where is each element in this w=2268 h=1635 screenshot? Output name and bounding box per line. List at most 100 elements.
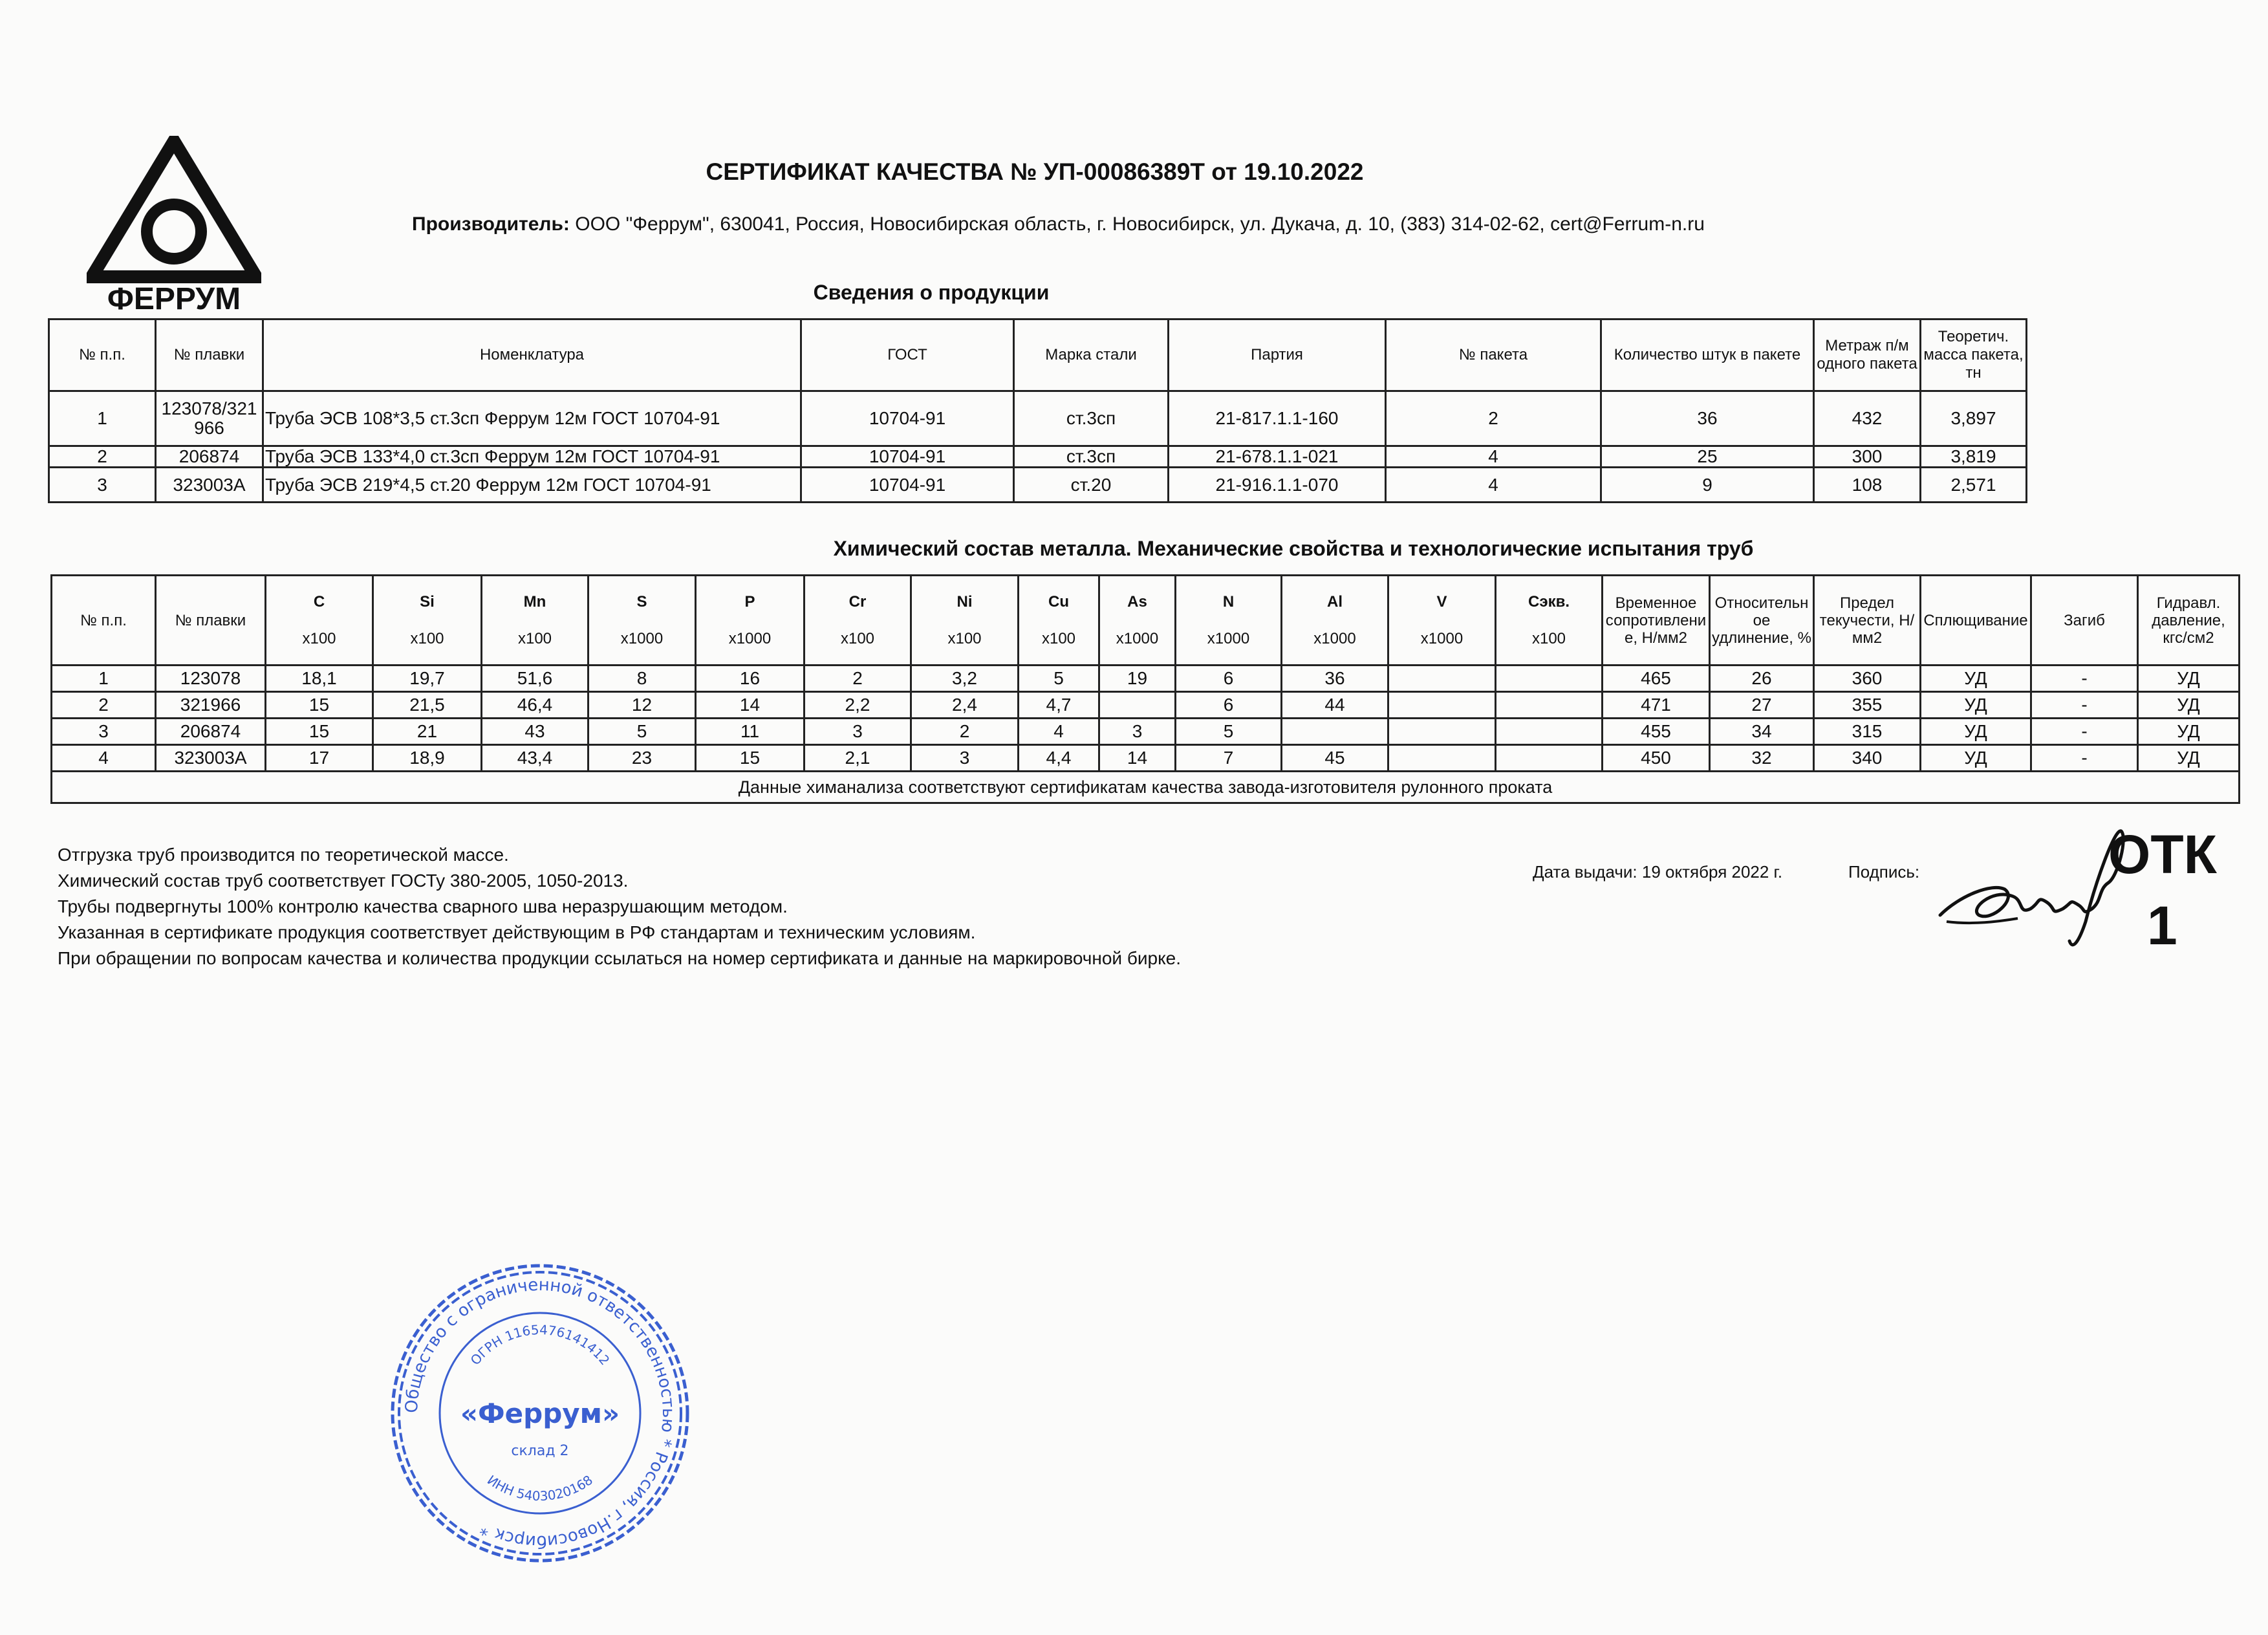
table-cell: УД: [1919, 744, 2032, 772]
table-cell: 15: [695, 744, 805, 772]
table-cell: 471: [1601, 691, 1711, 719]
element-symbol: Mn: [523, 593, 546, 611]
table-cell: [1387, 691, 1496, 719]
table-cell: Труба ЭСВ 219*4,5 ст.20 Феррум 12м ГОСТ …: [262, 466, 802, 503]
svg-text:ОТК: ОТК: [2108, 824, 2218, 885]
table-cell: 21: [372, 717, 482, 746]
table-cell: 21-817.1.1-160: [1167, 390, 1387, 447]
element-symbol: Ni: [956, 593, 973, 611]
column-label: Гидравл. давление, кгс/см2: [2152, 594, 2225, 647]
chemistry-heading: Химический состав металла. Механические …: [833, 537, 1754, 560]
seal-warehouse: склад 2: [511, 1443, 568, 1459]
element-symbol: N: [1222, 593, 1235, 611]
table-cell: 46,4: [481, 691, 589, 719]
footnote-row: Данные химанализа соответствуют сертифик…: [50, 770, 2240, 804]
chemistry-footnote: Данные химанализа соответствуют сертифик…: [50, 770, 2240, 804]
notes: Отгрузка труб производится по теоретичес…: [58, 842, 1181, 971]
table-cell: УД: [1919, 664, 2032, 693]
table-cell: 34: [1709, 717, 1815, 746]
table-cell: -: [2030, 664, 2139, 693]
table-cell: 2,571: [1919, 466, 2027, 503]
table-cell: [1387, 717, 1496, 746]
column-header: Номенклатура: [262, 318, 802, 392]
column-header: Теоретич. масса пакета, тн: [1919, 318, 2027, 392]
column-header: Загиб: [2030, 574, 2139, 666]
table-cell: УД: [2137, 744, 2240, 772]
table-cell: [1280, 717, 1389, 746]
table-cell: 36: [1280, 664, 1389, 693]
table-cell: 1: [48, 390, 157, 447]
element-symbol: Si: [420, 593, 435, 611]
column-header: Cu x100: [1017, 574, 1100, 666]
table-cell: 3: [910, 744, 1019, 772]
column-header: № пакета: [1385, 318, 1602, 392]
table-cell: 323003А: [155, 744, 266, 772]
table-cell: 9: [1600, 466, 1815, 503]
unit-multiplier: x100: [410, 630, 444, 647]
table-cell: 355: [1813, 691, 1921, 719]
column-header: Относительное удлинение, %: [1709, 574, 1815, 666]
table-cell: 51,6: [481, 664, 589, 693]
column-header: Количество штук в пакете: [1600, 318, 1815, 392]
table-cell: 4,7: [1017, 691, 1100, 719]
table-cell: 2: [48, 445, 157, 468]
element-symbol: Cr: [848, 593, 867, 611]
column-header: Партия: [1167, 318, 1387, 392]
table-cell: 21-916.1.1-070: [1167, 466, 1387, 503]
table-cell: 360: [1813, 664, 1921, 693]
table-row: 2 321966 15 21,5 46,4 12 14 2,2 2,4 4,7 6 44 471 27 35…: [50, 691, 2240, 719]
table-cell: 8: [587, 664, 697, 693]
unit-multiplier: x100: [302, 630, 336, 647]
table-cell: [1098, 691, 1176, 719]
svg-text:ФЕРРУМ: ФЕРРУМ: [107, 282, 241, 314]
column-header: Mn x100: [481, 574, 589, 666]
table-cell: 18,1: [265, 664, 374, 693]
table-cell: 2,4: [910, 691, 1019, 719]
ferrum-logo: ФЕРРУМ: [87, 136, 261, 314]
table-cell: 5: [1174, 717, 1282, 746]
table-cell: [1387, 664, 1496, 693]
products-heading: Сведения о продукции: [813, 281, 1050, 304]
table-cell: 3: [50, 717, 157, 746]
column-header: Al x1000: [1280, 574, 1389, 666]
column-header: Метраж п/м одного пакета: [1813, 318, 1921, 392]
table-cell: 16: [695, 664, 805, 693]
table-cell: 10704-91: [800, 445, 1015, 468]
table-cell: 19,7: [372, 664, 482, 693]
table-cell: 3: [48, 466, 157, 503]
element-symbol: Сэкв.: [1528, 593, 1570, 611]
note: Трубы подвергнуты 100% контролю качества…: [58, 896, 788, 916]
table-cell: 3,819: [1919, 445, 2027, 468]
company-seal: Общество с ограниченной ответственностью…: [391, 1264, 689, 1563]
table-cell: 19: [1098, 664, 1176, 693]
element-symbol: P: [744, 593, 755, 611]
seal-inn: ИНН 5403020168: [484, 1472, 596, 1504]
svg-text:ОГРН 1165476141412: ОГРН 1165476141412: [467, 1322, 612, 1368]
column-header: № п.п.: [48, 318, 157, 392]
column-header: № плавки: [155, 318, 264, 392]
table-cell: 340: [1813, 744, 1921, 772]
table-cell: УД: [2137, 664, 2240, 693]
table-cell: УД: [2137, 691, 2240, 719]
column-header: Временное сопротивление, Н/мм2: [1601, 574, 1711, 666]
table-row: 1 123078/321966 Труба ЭСВ 108*3,5 ст.3сп Ф…: [48, 390, 2027, 447]
unit-multiplier: x100: [1531, 630, 1566, 647]
table-cell: 7: [1174, 744, 1282, 772]
column-label: Предел текучести, Н/мм2: [1819, 594, 1915, 647]
table-cell: [1495, 691, 1603, 719]
table-cell: 11: [695, 717, 805, 746]
table-cell: ст.20: [1013, 466, 1169, 503]
unit-multiplier: x1000: [1207, 630, 1250, 647]
table-cell: 432: [1813, 390, 1921, 447]
unit-multiplier: x100: [1041, 630, 1076, 647]
table-cell: 108: [1813, 466, 1921, 503]
column-header: № п.п.: [50, 574, 157, 666]
table-cell: Труба ЭСВ 108*3,5 ст.3сп Феррум 12м ГОСТ…: [262, 390, 802, 447]
unit-multiplier: x1000: [728, 630, 772, 647]
table-cell: [1495, 717, 1603, 746]
